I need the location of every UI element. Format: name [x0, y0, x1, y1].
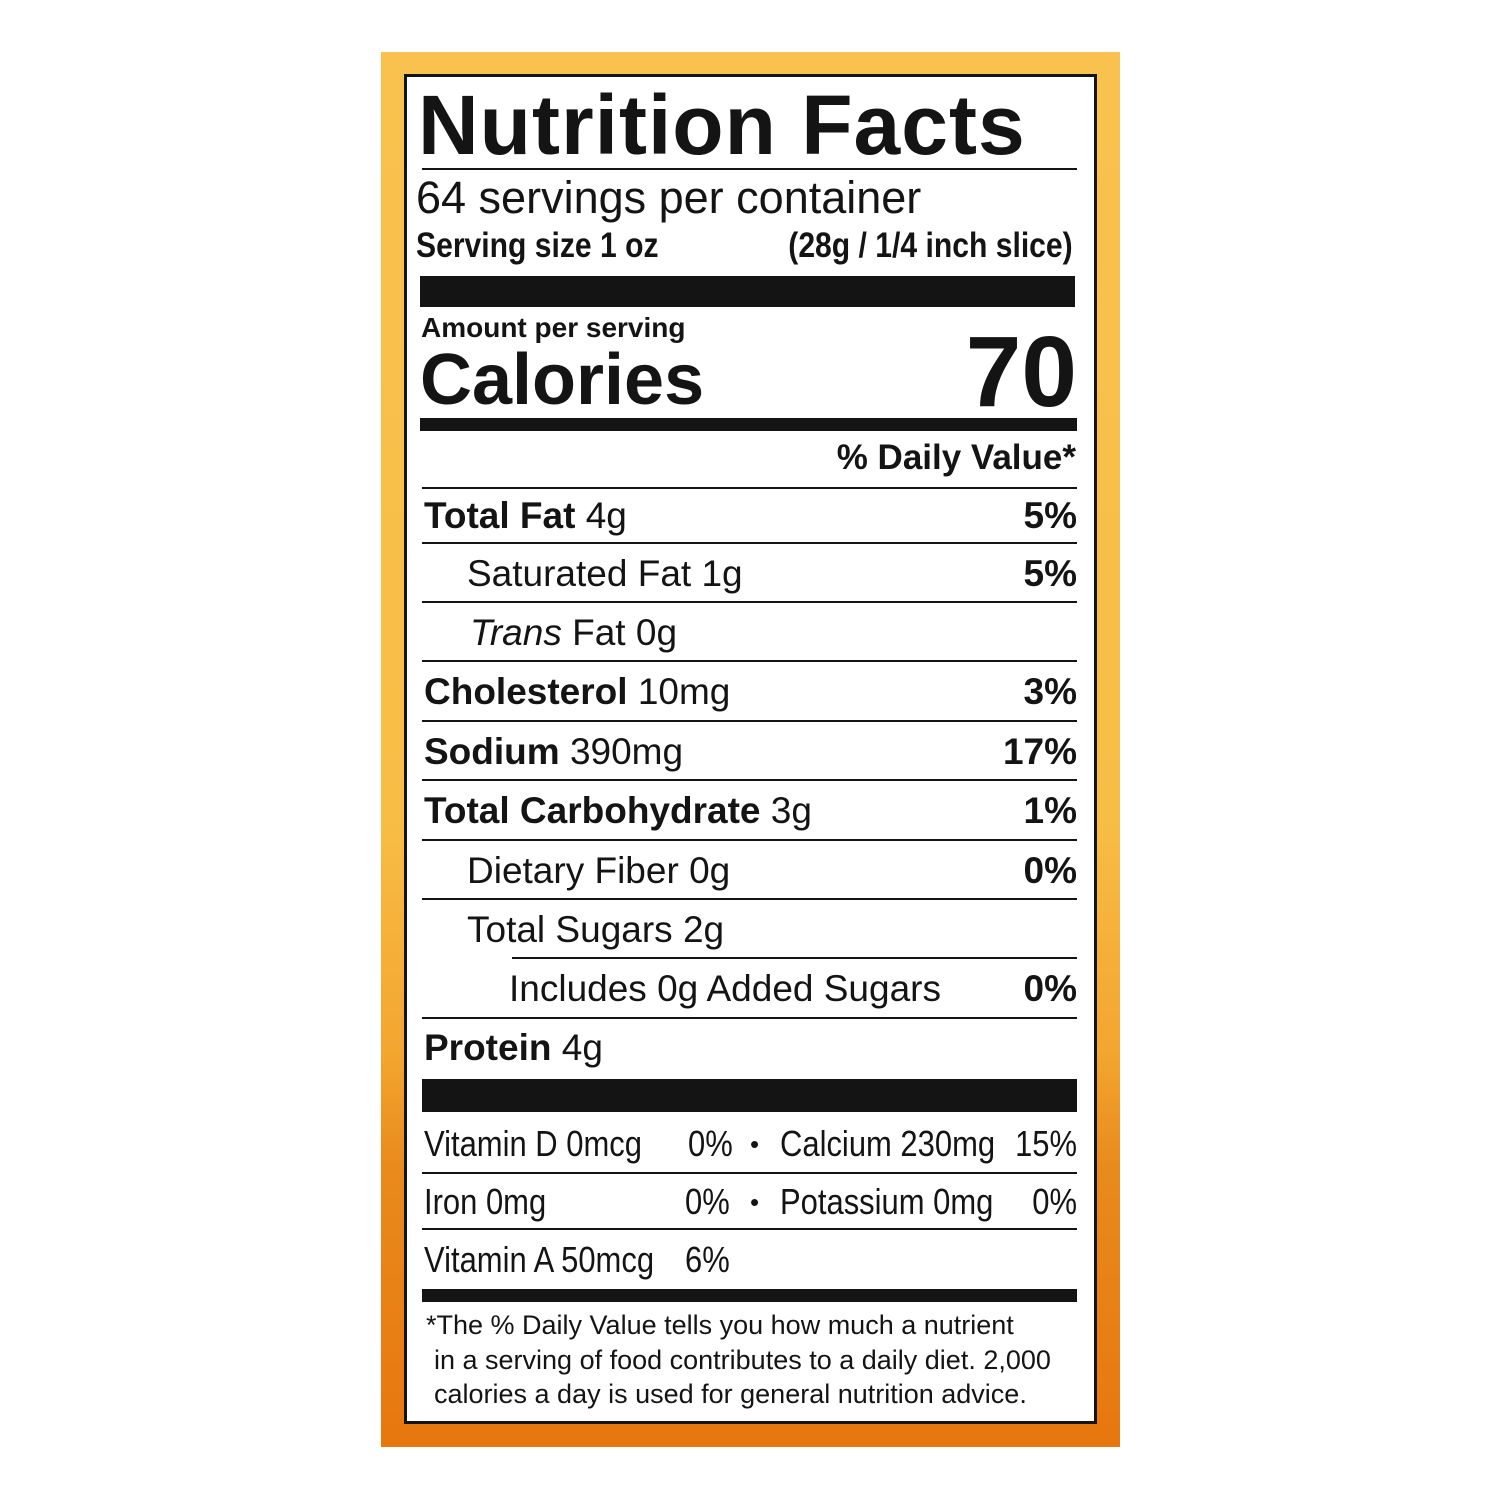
- serving-size-value: (28g / 1/4 inch slice): [788, 226, 1073, 265]
- nutrient-amount: Fat 0g: [572, 611, 678, 653]
- nutrient-row-total-carbohydrate: Total Carbohydrate 3g 1%: [424, 782, 1077, 839]
- servings-per-container: 64 servings per container: [416, 172, 922, 223]
- calcium-dv: 15%: [1015, 1123, 1077, 1164]
- nutrient-dv: 0%: [1023, 849, 1077, 891]
- divider: [422, 839, 1077, 841]
- divider: [422, 168, 1077, 170]
- divider: [422, 487, 1077, 489]
- nutrient-name: Dietary Fiber: [467, 849, 679, 891]
- serving-size-row: Serving size 1 oz (28g / 1/4 inch slice): [416, 226, 1073, 266]
- nutrient-name: Trans: [470, 611, 562, 653]
- footnote-line: *The % Daily Value tells you how much a …: [426, 1310, 1014, 1340]
- potassium-dv: 0%: [1032, 1181, 1077, 1222]
- nutrient-name: Cholesterol: [424, 670, 628, 712]
- iron-dv: 0%: [685, 1181, 730, 1222]
- divider: [422, 660, 1077, 662]
- vitamin-a-dv: 6%: [685, 1239, 730, 1280]
- nutrient-name: Total Carbohydrate: [424, 789, 761, 831]
- nutrient-row-protein: Protein 4g: [424, 1020, 1077, 1076]
- nutrient-dv: 5%: [1023, 495, 1077, 536]
- nutrient-dv: 5%: [1023, 552, 1077, 594]
- divider: [422, 1017, 1077, 1019]
- divider: [422, 898, 1077, 900]
- nutrient-row-trans-fat: Trans Fat 0g: [424, 604, 1077, 661]
- nutrient-row-total-fat: Total Fat 4g 5%: [424, 490, 1077, 542]
- nutrient-amount: 2g: [682, 908, 725, 950]
- serving-size-label: Serving size 1 oz: [416, 226, 659, 265]
- nutrient-row-dietary-fiber: Dietary Fiber 0g 0%: [424, 842, 1077, 899]
- vitamin-d: Vitamin D 0mcg: [424, 1123, 642, 1164]
- nutrient-dv: 17%: [1002, 730, 1077, 772]
- nutrient-amount: 10mg: [637, 670, 731, 712]
- divider: [422, 779, 1077, 781]
- label-title: Nutrition Facts: [418, 78, 1026, 172]
- nutrient-dv: 1%: [1023, 789, 1077, 831]
- amount-per-serving: Amount per serving: [421, 312, 686, 343]
- vitamin-a: Vitamin A 50mcg: [424, 1239, 655, 1280]
- thick-divider: [420, 276, 1075, 307]
- nutrient-name: Includes 0g Added Sugars: [509, 967, 941, 1009]
- nutrient-row-added-sugars: Includes 0g Added Sugars 0%: [424, 960, 1077, 1017]
- nutrient-row-total-sugars: Total Sugars 2g: [424, 901, 1077, 958]
- divider: [512, 957, 1077, 959]
- divider: [422, 542, 1077, 544]
- vitamin-row-1: Vitamin D 0mcg 0% • Calcium 230mg 15%: [424, 1118, 1077, 1170]
- nutrient-name: Saturated Fat: [467, 552, 692, 594]
- nutrient-amount: 0g: [689, 849, 731, 891]
- thick-divider: [422, 1079, 1077, 1112]
- divider: [422, 1172, 1077, 1174]
- nutrient-amount: 4g: [561, 1027, 603, 1068]
- nutrient-amount: 4g: [585, 495, 627, 536]
- footnote-line: in a serving of food contributes to a da…: [434, 1345, 1051, 1375]
- nutrient-row-sodium: Sodium 390mg 17%: [424, 723, 1077, 780]
- divider: [422, 720, 1077, 722]
- nutrient-amount: 390mg: [569, 730, 684, 772]
- divider: [422, 601, 1077, 603]
- potassium: Potassium 0mg: [780, 1181, 994, 1222]
- divider: [422, 1228, 1077, 1230]
- nutrient-amount: 1g: [701, 552, 743, 594]
- vitamin-row-3: Vitamin A 50mcg 6%: [424, 1234, 1077, 1286]
- nutrient-amount: 3g: [770, 789, 812, 831]
- nutrient-name: Total Fat: [424, 495, 576, 536]
- calcium: Calcium 230mg: [780, 1123, 996, 1164]
- nutrient-name: Sodium: [424, 730, 560, 772]
- nutrient-name: Total Sugars: [467, 908, 673, 950]
- nutrient-name: Protein: [424, 1027, 552, 1068]
- bullet: •: [750, 1129, 760, 1159]
- footnote-line: calories a day is used for general nutri…: [434, 1379, 1027, 1409]
- calories-label: Calories: [420, 340, 705, 420]
- vitamin-d-dv: 0%: [688, 1123, 733, 1164]
- nutrient-row-cholesterol: Cholesterol 10mg 3%: [424, 663, 1077, 720]
- nutrient-dv: 0%: [1023, 967, 1077, 1009]
- bullet: •: [750, 1187, 760, 1217]
- medium-divider: [420, 418, 1077, 431]
- iron: Iron 0mg: [424, 1181, 547, 1222]
- calories-value: 70: [965, 316, 1077, 428]
- nutrient-row-saturated-fat: Saturated Fat 1g 5%: [424, 545, 1077, 602]
- medium-divider: [422, 1289, 1077, 1302]
- vitamin-row-2: Iron 0mg 0% • Potassium 0mg 0%: [424, 1176, 1077, 1228]
- nutrient-dv: 3%: [1023, 670, 1077, 712]
- daily-value-header: % Daily Value*: [836, 438, 1076, 477]
